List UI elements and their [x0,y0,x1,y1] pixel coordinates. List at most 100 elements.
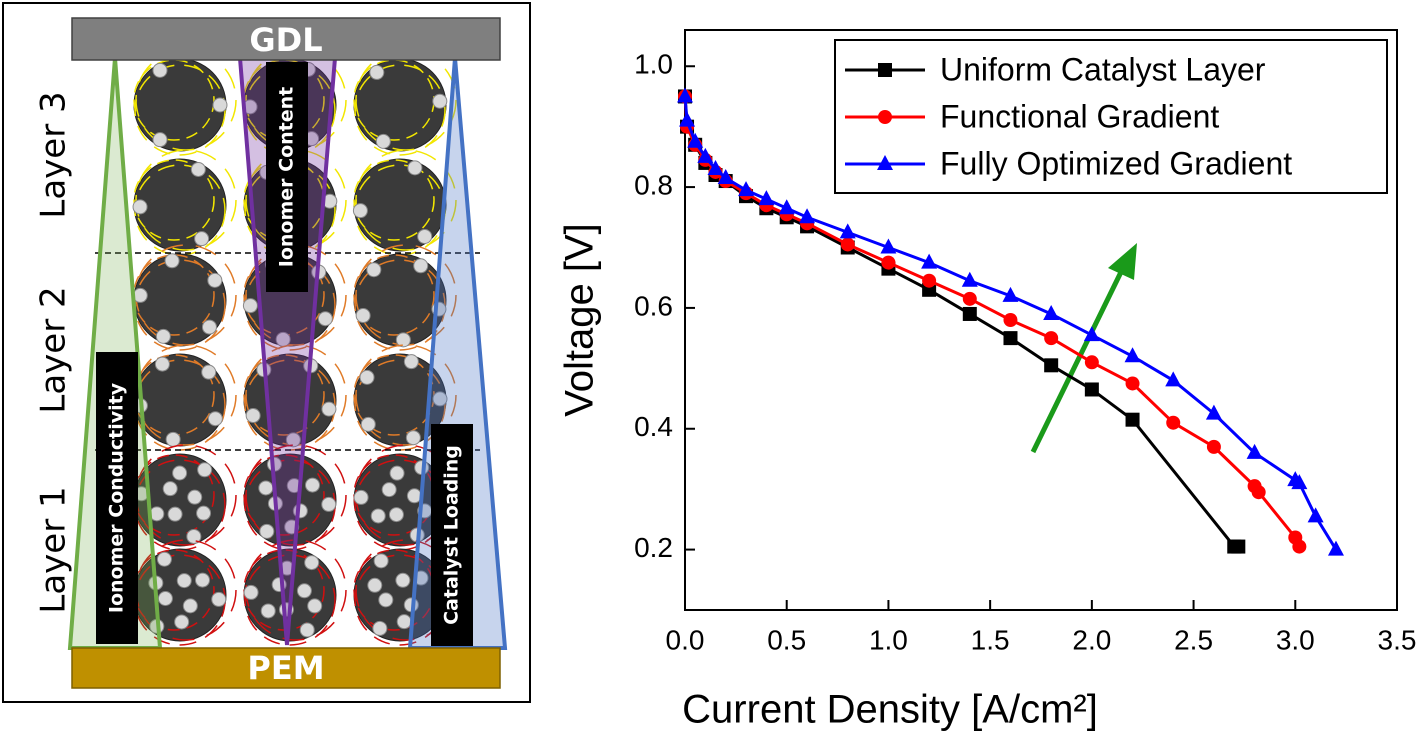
x-tick-label: 2.5 [1174,624,1213,655]
y-tick-label: 1.0 [634,49,673,80]
pt-particle [417,228,433,244]
pt-particle [296,583,312,599]
marker [962,306,977,321]
pt-particle [245,408,261,424]
marker [778,199,795,215]
marker [1044,331,1059,346]
pt-particle [395,572,411,588]
pt-particle [373,553,389,569]
trend-arrow-head [1108,243,1137,280]
pt-particle [388,507,404,523]
marker [707,159,724,175]
y-tick-label: 0.8 [634,169,673,200]
pt-particle [201,364,217,380]
marker [1125,376,1140,391]
marker [1246,443,1263,459]
pt-particle [396,614,412,630]
marker [1043,304,1060,320]
marker [922,273,937,288]
x-tick-label: 0.0 [666,624,705,655]
carbon-particle [133,158,227,252]
pt-particle [174,614,190,630]
pt-particle [186,528,202,544]
pt-particle [259,523,275,539]
label-box [96,352,138,644]
pt-particle [352,203,368,219]
pt-particle [156,551,172,567]
ionomer-strand [245,244,347,346]
layer-label: Layer 1 [34,486,74,613]
carbon-particle [133,58,227,152]
marker [1307,507,1324,523]
legend-label: Functional Gradient [940,98,1219,134]
pt-particle [307,598,323,614]
pt-particle [305,477,321,493]
x-tick-label: 3.0 [1276,624,1315,655]
pt-particle [182,598,198,614]
carbon-particle [353,158,447,252]
ionomer-strand [354,64,446,156]
pt-particle [389,465,405,481]
marker [1083,326,1100,342]
marker [1003,331,1018,346]
x-tick-label: 1.5 [971,624,1010,655]
marker [840,237,855,252]
marker [878,63,892,77]
pt-particle [321,401,337,417]
ionomer-strand [355,149,457,251]
ionomer-strand [243,354,325,436]
ionomer-strand [353,254,435,336]
marker [1205,404,1222,420]
pt-particle [375,133,391,149]
marker [1084,382,1099,397]
layer-label: Layer 2 [34,286,74,413]
pt-particle [197,462,213,478]
pt-particle [190,161,206,177]
marker [677,87,693,103]
layer-label: Layer 3 [34,91,74,218]
pt-particle [201,319,217,335]
marker [717,169,734,185]
pt-particle [372,620,388,636]
pt-particle [164,253,180,269]
marker [1044,358,1059,373]
ionomer-strand [243,454,325,536]
pt-particle [165,431,181,447]
ionomer-strand [135,149,237,251]
pt-particle [432,93,448,109]
pt-particle [359,369,375,385]
legend-label: Uniform Catalyst Layer [940,51,1266,87]
pt-particle [211,591,227,607]
pt-particle [258,480,274,496]
trend-arrow-shaft [1030,268,1125,454]
marker [1125,412,1140,427]
pt-particle [432,391,448,407]
pt-particle [243,584,259,600]
marker [881,255,896,270]
marker [1251,485,1266,500]
marker [1003,313,1018,327]
marker [1002,286,1019,302]
pt-particle [195,572,211,588]
ionomer-strand [135,49,237,151]
x-tick-label: 1.0 [869,624,908,655]
x-tick-label: 3.5 [1378,624,1417,655]
marker [799,208,816,224]
pt-particle [152,62,168,78]
pt-particle [367,577,383,593]
pt-particle [403,354,419,370]
pt-particle [369,64,385,80]
pt-particle [172,465,188,481]
label-box [266,62,308,292]
gdl-bar [71,17,501,61]
pt-particle [132,199,148,215]
pt-particle [167,506,183,522]
marker [962,291,977,306]
pt-particle [242,298,258,314]
pem-label: PEM [247,649,324,687]
pt-particle [260,603,276,619]
x-axis-title: Current Density [A/cm²] [682,688,1098,732]
marker [758,190,775,206]
pt-particle [405,430,421,446]
marker [679,111,696,127]
